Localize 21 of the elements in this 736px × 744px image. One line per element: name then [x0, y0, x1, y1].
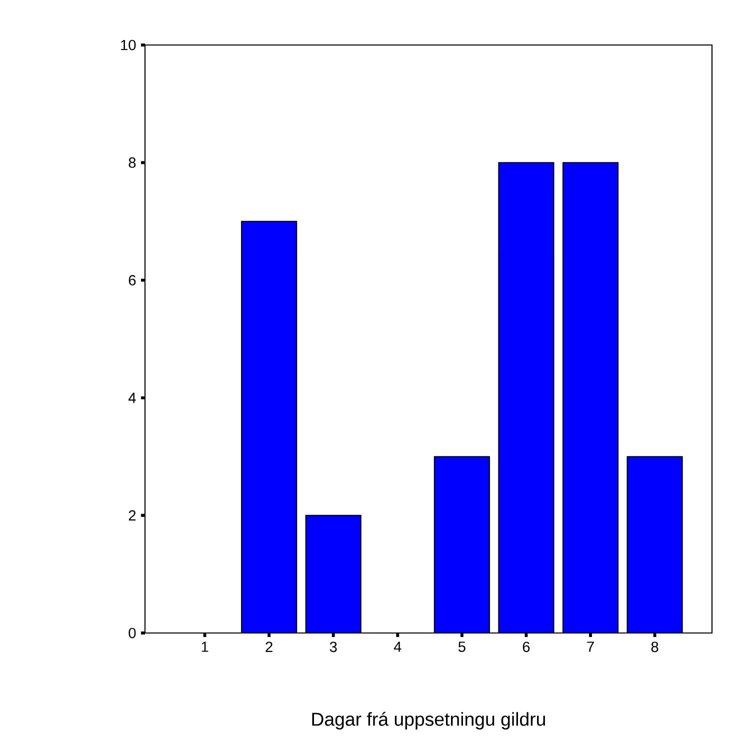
bar	[434, 456, 490, 633]
y-tick-label: 0	[128, 628, 136, 638]
x-tick-label: 7	[587, 642, 594, 652]
bar	[498, 162, 554, 633]
y-tick-label: 6	[128, 275, 136, 286]
x-tick-label: 6	[522, 642, 530, 652]
x-tick-label: 3	[330, 642, 337, 652]
bar	[626, 456, 683, 633]
x-tick-label: 5	[458, 642, 466, 652]
x-tick-label: 4	[394, 642, 402, 652]
bar	[242, 221, 297, 633]
x-tick-label: 8	[651, 642, 658, 652]
x-axis-title: Dagar frá uppsetningu gildru	[312, 712, 545, 730]
bar	[306, 515, 361, 633]
y-tick-label: 2	[128, 510, 136, 521]
x-tick-label: 2	[266, 642, 272, 652]
y-tick-label: 8	[128, 157, 136, 168]
x-tick-label: 1	[202, 642, 208, 652]
y-tick-label: 10	[121, 40, 136, 50]
y-tick-label: 4	[128, 392, 136, 403]
bar	[562, 162, 618, 633]
